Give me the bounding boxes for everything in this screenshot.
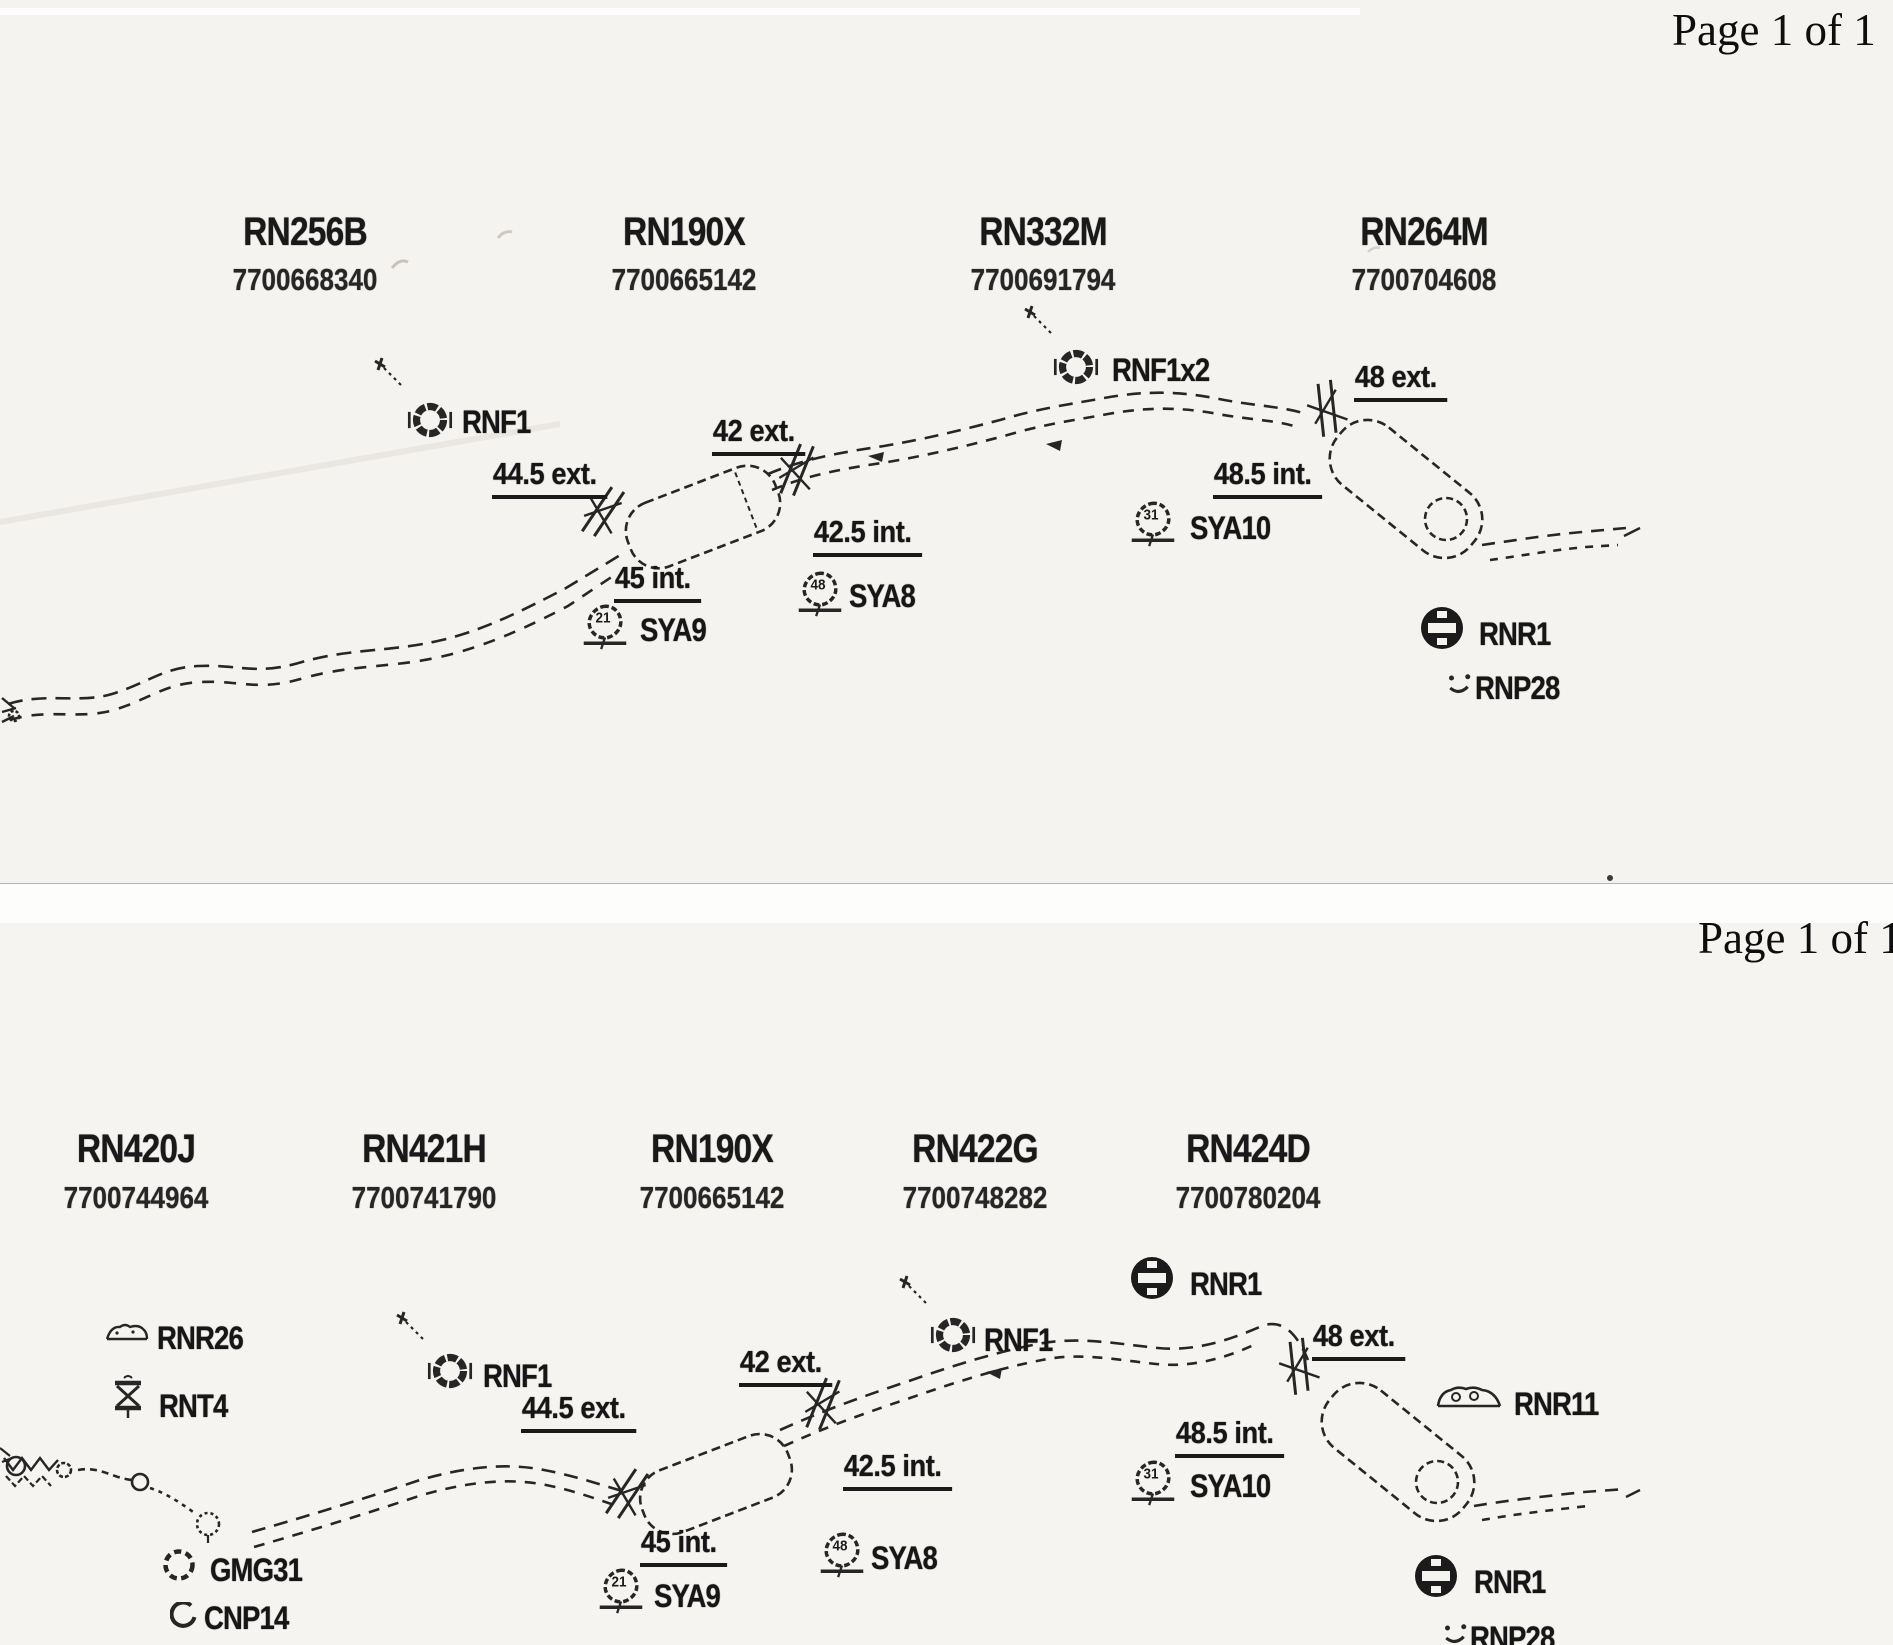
mount-badge: 31 [1143, 506, 1159, 524]
part-number: 7700780204 [1175, 1180, 1321, 1215]
dim-48-5-int: 48.5 int. [1175, 1415, 1285, 1458]
callout-rnr11: RNR11 [1514, 1386, 1599, 1422]
part-number: 7700665142 [639, 1180, 785, 1215]
pipe-clip-icon [1447, 672, 1472, 694]
dim-45-int: 45 int. [640, 1524, 728, 1567]
callout-rnr1: RNR1 [1479, 616, 1551, 652]
mount-badge: 21 [611, 1573, 627, 1591]
clamp-ring-icon [403, 393, 457, 447]
part-code: RN422G [912, 1127, 1039, 1171]
callout-rnr26: RNR26 [157, 1320, 244, 1356]
support-mount-icon [104, 1372, 152, 1420]
clamp-ring-icon [1049, 340, 1103, 394]
callout-rnp28: RNP28 [1475, 670, 1560, 706]
callout-rnf1x2: RNF1x2 [1112, 352, 1210, 388]
part-code: RN424D [1186, 1127, 1311, 1171]
mount-badge: 48 [832, 1537, 848, 1555]
callout-rnt4: RNT4 [159, 1388, 228, 1424]
part-code: RN420J [76, 1127, 196, 1171]
rubber-hanger-icon [1415, 1555, 1457, 1597]
callout-cnp14: CNP14 [204, 1600, 289, 1636]
dim-48-5-int: 48.5 int. [1213, 456, 1323, 499]
callout-rnf1: RNF1 [462, 404, 531, 440]
rubber-hanger-icon [1421, 607, 1463, 649]
part-number: 7700665142 [611, 262, 757, 297]
dim-44-5-ext: 44.5 ext. [492, 456, 608, 499]
scan-section-1 [0, 0, 1893, 883]
part-number: 7700748282 [902, 1180, 1048, 1215]
mount-badge: 21 [595, 609, 611, 627]
dim-48-ext: 48 ext. [1312, 1318, 1406, 1361]
callout-sya10: SYA10 [1190, 1468, 1271, 1504]
scan-section-2 [0, 923, 1893, 1645]
gasket-ring-icon [152, 1538, 206, 1592]
part-code: RN256B [243, 210, 368, 254]
callout-sya8: SYA8 [871, 1540, 938, 1576]
leader-x-icon [373, 356, 404, 388]
mount-badge: 31 [1143, 1465, 1159, 1483]
part-code: RN332M [979, 210, 1107, 254]
callout-rnp28: RNP28 [1470, 1620, 1555, 1645]
part-number: 7700741790 [351, 1180, 497, 1215]
callout-sya9: SYA9 [640, 612, 707, 648]
clamp-ring-icon [423, 1344, 477, 1398]
flat-bracket-icon [105, 1323, 149, 1341]
part-number: 7700668340 [232, 262, 378, 297]
callout-sya8: SYA8 [849, 578, 916, 614]
flat-hanger-bracket-icon [1436, 1386, 1502, 1408]
mount-badge: 48 [810, 576, 826, 594]
part-number: 7700744964 [63, 1180, 209, 1215]
part-code: RN190X [623, 210, 746, 254]
scan-divider-band [0, 883, 1893, 925]
part-code: RN264M [1360, 210, 1488, 254]
part-code: RN190X [651, 1127, 774, 1171]
page-indicator-top: Page 1 of 1 [1672, 5, 1876, 55]
callout-sya9: SYA9 [654, 1578, 721, 1614]
part-number: 7700691794 [970, 262, 1116, 297]
hook-clip-icon [170, 1602, 198, 1630]
callout-gmg31: GMG31 [210, 1552, 303, 1588]
dim-42-5-int: 42.5 int. [843, 1448, 953, 1491]
pipe-clip-icon [1443, 1622, 1468, 1644]
callout-rnr1-rear: RNR1 [1474, 1564, 1546, 1600]
leader-x-icon [1023, 304, 1054, 336]
callout-rnf1-right: RNF1 [984, 1322, 1053, 1358]
dim-48-ext: 48 ext. [1354, 359, 1448, 402]
dim-42-ext: 42 ext. [739, 1344, 833, 1387]
dim-42-ext: 42 ext. [712, 413, 806, 456]
page-indicator-bottom: Page 1 of 1 [1698, 913, 1893, 963]
dim-45-int: 45 int. [614, 560, 702, 603]
dim-42-5-int: 42.5 int. [813, 514, 923, 557]
part-number: 7700704608 [1351, 262, 1497, 297]
clamp-ring-icon [926, 1308, 980, 1362]
callout-rnr1-top: RNR1 [1190, 1266, 1262, 1302]
callout-rnf1-left: RNF1 [483, 1358, 552, 1394]
callout-sya10: SYA10 [1190, 510, 1271, 546]
rubber-hanger-icon [1131, 1257, 1173, 1299]
part-code: RN421H [362, 1127, 487, 1171]
dim-44-5-ext: 44.5 ext. [521, 1390, 637, 1433]
